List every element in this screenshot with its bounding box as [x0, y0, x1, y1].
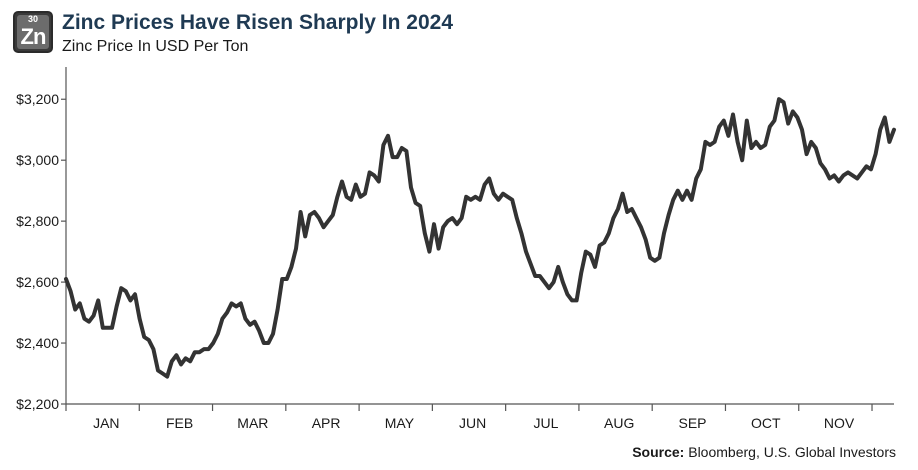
chart-subtitle: Zinc Price In USD Per Ton: [62, 38, 249, 55]
zinc-price-line: [64, 97, 896, 379]
x-tick-label: APR: [312, 415, 341, 431]
x-tick-label: JAN: [93, 415, 119, 431]
y-tick-label: $2,600: [16, 274, 59, 290]
x-tick-label: MAR: [237, 415, 268, 431]
source-note: Source: Bloomberg, U.S. Global Investors: [632, 444, 896, 460]
x-tick-label: JUL: [533, 415, 558, 431]
source-text: Bloomberg, U.S. Global Investors: [688, 444, 896, 460]
y-tick-label: $2,400: [16, 335, 59, 351]
x-tick-label: AUG: [604, 415, 634, 431]
logo-atomic-number: 30: [27, 14, 38, 24]
x-tick-label: OCT: [751, 415, 781, 431]
x-tick-label: NOV: [824, 415, 855, 431]
y-tick-label: $3,000: [16, 152, 59, 168]
y-tick-label: $2,200: [16, 396, 59, 412]
logo-tile: [17, 15, 49, 49]
x-tick-label: JUN: [459, 415, 486, 431]
zinc-element-logo: 30 Zn: [13, 11, 53, 53]
y-tick-label: $2,800: [16, 213, 59, 229]
logo-element-symbol: Zn: [20, 24, 47, 49]
x-tick-label: SEP: [678, 415, 706, 431]
x-tick-label: MAY: [385, 415, 415, 431]
source-label: Source:: [632, 444, 685, 460]
chart-title: Zinc Prices Have Risen Sharply In 2024: [62, 11, 454, 34]
y-tick-label: $3,200: [16, 91, 59, 107]
x-tick-label: FEB: [166, 415, 193, 431]
